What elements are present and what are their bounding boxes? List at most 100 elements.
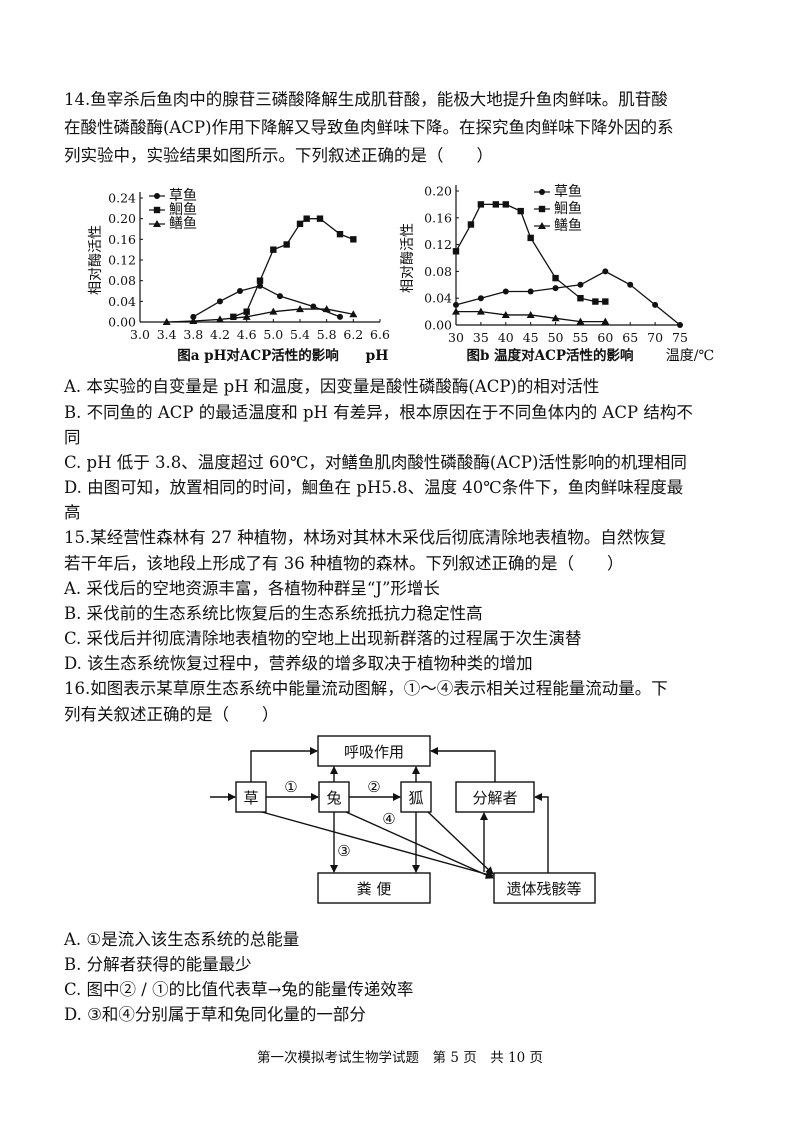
- chart-b-series-2-point: [527, 235, 533, 241]
- chart-b-legend-label: 鮰鱼: [554, 200, 582, 217]
- chart-b-legend-marker: [539, 206, 545, 212]
- chart-b-x-tick-label: 55: [572, 330, 588, 345]
- chart-a-y-tick-label: 0.16: [108, 232, 136, 247]
- chart-b-series-1-point: [627, 282, 633, 288]
- chart-a-series-1-point: [277, 293, 283, 299]
- q16-option-b: B. 分解者获得的能量最少: [64, 951, 744, 979]
- chart-a-legend-marker: [154, 193, 160, 199]
- chart-b-series-2-point: [592, 298, 598, 304]
- chart-b-temperature: 30 35 40 45 50 55 60 65 70 75 0.00 0.04 0.08 0.12 0.16…: [400, 183, 714, 364]
- chart-a-legend-label: 鳝鱼: [169, 215, 197, 232]
- q14-stem-line-3: 列实验中，实验结果如图所示。下列叙述正确的是（ ）: [64, 142, 744, 170]
- chart-b-x-tick-label: 40: [498, 330, 514, 345]
- q15-stem-line-1: 15.某经营性森林有 27 种植物，林场对其林木采伐后彻底清除地表植物。自然恢复: [64, 524, 744, 552]
- energy-flow-diagram: 呼吸作用 草 兔 狐 分解者 粪 便 遗体残骸等 ① ② ③ ④: [0, 725, 800, 910]
- chart-a-y-tick-label: 0.00: [108, 315, 136, 330]
- chart-a-x-label: pH: [365, 348, 388, 364]
- chart-b-x-tick-label: 65: [622, 330, 638, 345]
- chart-b-series-1-point: [528, 289, 534, 295]
- chart-a-x-tick-label: 5.4: [290, 327, 310, 342]
- q14-stem-line-2: 在酸性磷酸酶(ACP)作用下降解又导致鱼肉鲜味下降。在探究鱼肉鲜味下降外因的系: [64, 114, 744, 142]
- flow-1-label: ①: [284, 778, 297, 796]
- chart-b-series-1-point: [553, 285, 559, 291]
- q15-option-b: B. 采伐前的生态系统比恢复后的生态系统抵抗力稳定性高: [64, 600, 744, 628]
- q14-option-d: D. 由图可知，放置相同的时间，鮰鱼在 pH5.8、温度 40℃条件下，鱼肉鲜味…: [64, 474, 744, 502]
- q15-option-a: A. 采伐后的空地资源丰富，各植物种群呈“J”形增长: [64, 575, 744, 603]
- chart-b-series-1-point: [577, 282, 583, 288]
- chart-a-y-tick-label: 0.24: [108, 191, 136, 206]
- flow-3-label: ③: [337, 842, 350, 860]
- q16-option-d: D. ③和④分别属于草和兔同化量的一部分: [64, 1001, 744, 1029]
- flow-2-label: ②: [367, 778, 380, 796]
- chart-a-x-tick-label: 3.8: [183, 327, 203, 342]
- chart-b-x-tick-label: 70: [647, 330, 663, 345]
- respiration-label: 呼吸作用: [344, 743, 404, 761]
- chart-a-x-tick-label: 6.2: [343, 327, 363, 342]
- chart-b-series-2-point: [478, 201, 484, 207]
- q14-option-c: C. pH 低于 3.8、温度超过 60℃，对鳝鱼肌肉酸性磷酸酶(ACP)活性影…: [64, 449, 744, 477]
- q16-option-c: C. 图中② / ①的比值代表草→兔的能量传递效率: [64, 976, 744, 1004]
- fox-label: 狐: [408, 789, 423, 807]
- q14-charts: 3.0 3.4 3.8 4.2 4.6 5.0 5.4 5.8 6.2 6.6 0.00 0.04 0.…: [0, 170, 800, 375]
- remains-label: 遗体残骸等: [506, 880, 581, 898]
- rabbit-label: 兔: [326, 789, 341, 807]
- chart-a-y-tick-label: 0.12: [108, 253, 136, 268]
- q16-stem-line-1: 16.如图表示某草原生态系统中能量流动图解，①～④表示相关过程能量流动量。下: [64, 675, 744, 703]
- chart-a-title: 图a pH对ACP活性的影响: [177, 347, 339, 364]
- chart-a-ph: 3.0 3.4 3.8 4.2 4.6 5.0 5.4 5.8 6.2 6.6 0.00 0.04 0.…: [88, 187, 390, 364]
- chart-a-series-2-point: [317, 215, 323, 221]
- chart-b-y-tick-label: 0.04: [424, 291, 452, 306]
- chart-a-x-tick-label: 5.8: [317, 327, 337, 342]
- feces-label: 粪 便: [357, 880, 392, 898]
- chart-b-series-2-point: [503, 201, 509, 207]
- chart-b-series-1-point: [652, 302, 658, 308]
- chart-b-y-tick-label: 0.12: [424, 237, 452, 252]
- chart-b-series-2-point: [453, 248, 459, 254]
- q14-option-d-cont: 高: [64, 499, 744, 527]
- chart-a-x-tick-label: 4.6: [237, 327, 257, 342]
- chart-a-series-2-line: [233, 219, 353, 317]
- chart-a-y-tick-label: 0.08: [108, 273, 136, 288]
- chart-b-series-2-point: [468, 221, 474, 227]
- chart-b-series-2-line: [456, 204, 605, 301]
- chart-b-y-tick-label: 0.20: [424, 184, 452, 199]
- chart-b-y-label: 相对酶活性: [400, 223, 416, 293]
- q15-stem-line-2: 若干年后，该地段上形成了有 36 种植物的森林。下列叙述正确的是（ ）: [64, 550, 744, 578]
- grass-label: 草: [243, 789, 258, 807]
- flow-4-label: ④: [382, 810, 395, 828]
- chart-b-y-tick-label: 0.08: [424, 264, 452, 279]
- chart-b-y-tick-label: 0.00: [424, 318, 452, 333]
- chart-b-series-1-point: [503, 289, 509, 295]
- q14-stem-line-1: 14.鱼宰杀后鱼肉中的腺苷三磷酸降解生成肌苷酸，能极大地提升鱼肉鲜味。肌苷酸: [64, 86, 744, 114]
- chart-a-series-1-point: [217, 298, 223, 304]
- q14-option-b: B. 不同鱼的 ACP 的最适温度和 pH 有差异，根本原因在于不同鱼体内的 A…: [64, 399, 744, 427]
- chart-a-series-2-point: [337, 231, 343, 237]
- chart-b-x-label: 温度/℃: [666, 348, 714, 364]
- chart-a-series-2-point: [257, 277, 263, 283]
- chart-b-series-2-point: [518, 208, 524, 214]
- chart-b-x-tick-label: 35: [473, 330, 489, 345]
- chart-b-series-1-point: [453, 302, 459, 308]
- chart-b-y-tick-label: 0.16: [424, 210, 452, 225]
- chart-a-series-2-point: [297, 221, 303, 227]
- decomposer-label: 分解者: [472, 789, 517, 807]
- chart-b-legend-marker: [539, 189, 545, 195]
- page-footer: 第一次模拟考试生物学试题 第 5 页 共 10 页: [0, 1046, 800, 1066]
- chart-b-series-2-point: [552, 275, 558, 281]
- chart-a-series-2-point: [283, 241, 289, 247]
- q16-option-a: A. ①是流入该生态系统的总能量: [64, 926, 744, 954]
- chart-b-series-2-point: [493, 201, 499, 207]
- chart-a-x-tick-label: 5.0: [263, 327, 283, 342]
- chart-a-legend-marker: [154, 207, 160, 213]
- q14-option-b-cont: 同: [64, 424, 744, 452]
- chart-b-series-1-point: [677, 322, 683, 328]
- chart-a-y-label: 相对酶活性: [88, 225, 104, 295]
- chart-b-title: 图b 温度对ACP活性的影响: [466, 347, 633, 364]
- chart-a-x-tick-label: 4.2: [210, 327, 230, 342]
- chart-a-series-1-line: [193, 286, 340, 317]
- chart-b-series-2-point: [577, 295, 583, 301]
- chart-b-x-tick-label: 45: [523, 330, 539, 345]
- chart-b-x-tick-label: 50: [548, 330, 564, 345]
- chart-b-legend-label: 草鱼: [554, 183, 582, 200]
- chart-b-legend-label: 鳝鱼: [554, 217, 582, 234]
